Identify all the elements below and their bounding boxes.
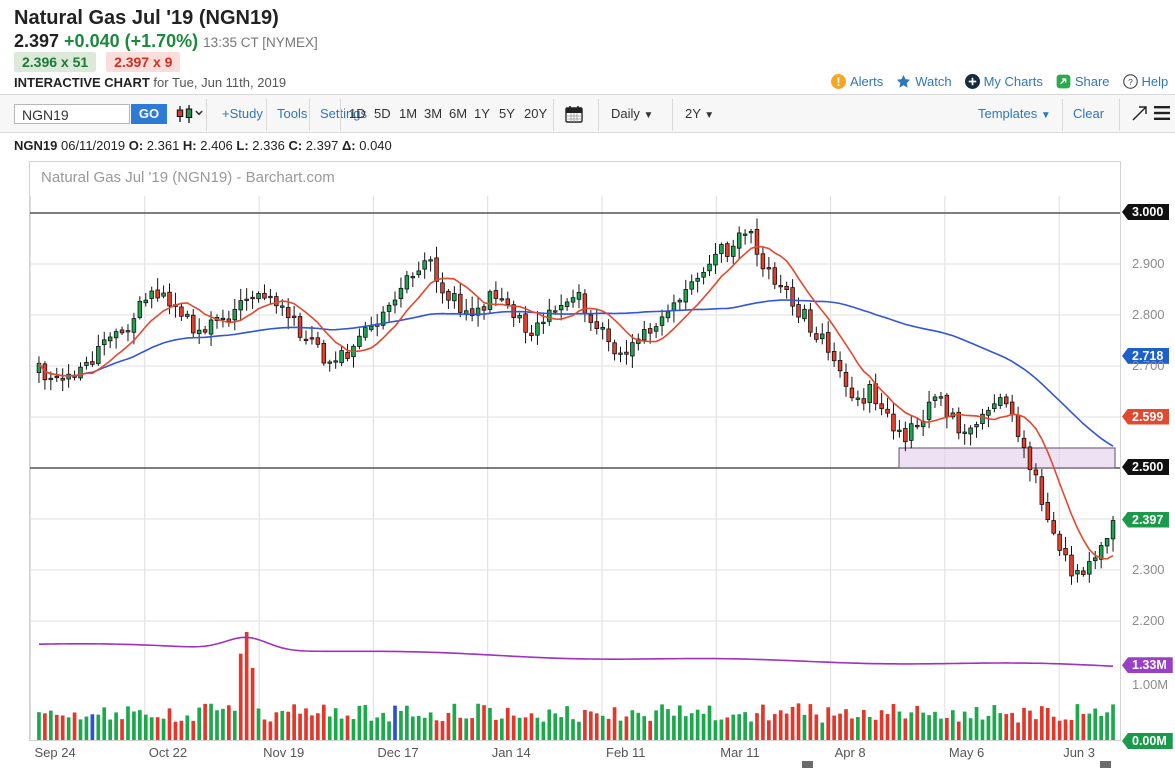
svg-text:?: ? bbox=[1128, 77, 1133, 87]
